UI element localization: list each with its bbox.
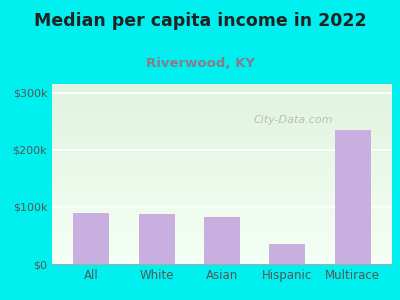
Text: Riverwood, KY: Riverwood, KY bbox=[146, 57, 254, 70]
Text: City-Data.com: City-Data.com bbox=[254, 115, 333, 125]
Text: Median per capita income in 2022: Median per capita income in 2022 bbox=[34, 12, 366, 30]
Bar bbox=[73, 213, 109, 264]
Bar bbox=[270, 244, 305, 264]
Bar bbox=[335, 130, 371, 264]
Bar bbox=[139, 214, 174, 264]
Bar bbox=[204, 217, 240, 264]
